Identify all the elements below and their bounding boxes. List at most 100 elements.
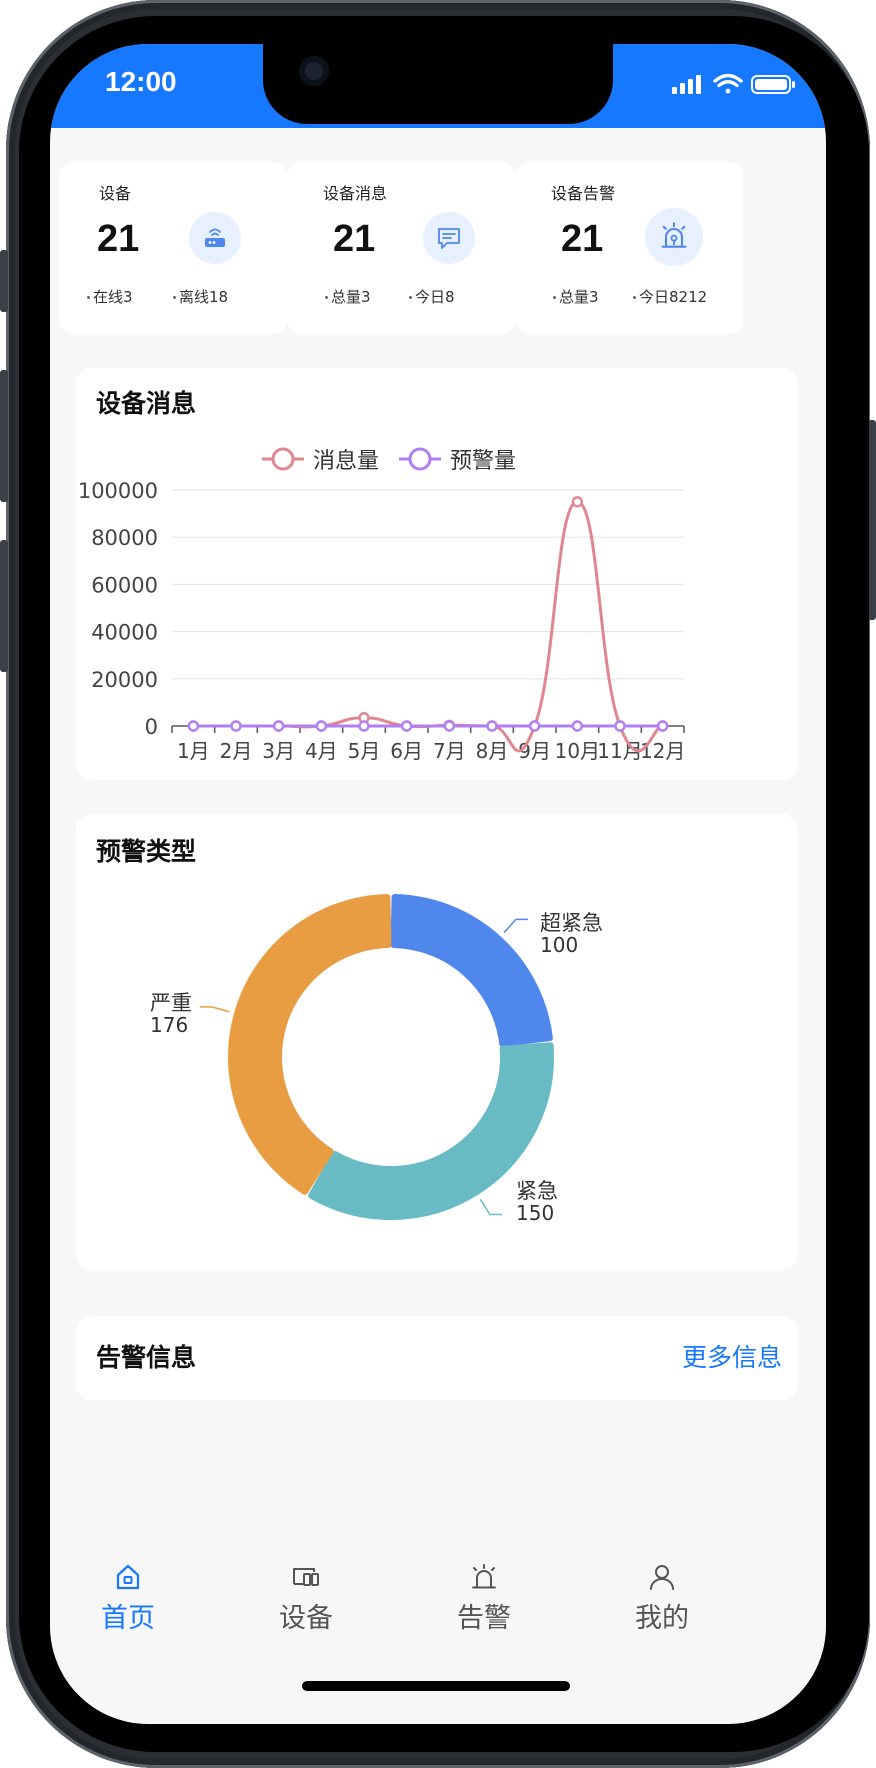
front-camera [299,56,329,86]
wifi-icon [713,73,743,94]
legend-marker [271,447,295,471]
y-tick-label: 40000 [91,621,158,645]
data-point [315,720,328,732]
alarm-light-icon [661,222,687,248]
status-icons [672,73,795,94]
stat-icon-badge [645,208,703,266]
x-tick-label: 9月 [518,739,551,763]
pie-slice [390,894,553,1047]
slice-value: 176 [150,1013,188,1037]
x-tick-label: 5月 [348,739,381,763]
y-tick-label: 100000 [78,479,158,503]
legend-label: 预警量 [450,449,516,474]
stat-sub-left: 总量3 [325,286,371,307]
status-bar: 12:00 [50,44,826,128]
line-chart: 消息量 预警量 0 20000 40000 60000 80000 100000 1月 2月 3月 4… [78,447,685,763]
tab-label: 我的 [635,1603,689,1634]
y-tick-label: 60000 [91,573,158,597]
data-point [230,720,242,732]
x-tick-label: 6月 [390,739,423,763]
device-icon [293,1568,319,1586]
alert-info-panel: 告警信息 更多信息 [76,1316,798,1400]
message-icon [438,228,460,249]
stat-icon-badge [189,212,241,264]
status-time: 12:00 [105,66,177,97]
user-icon [650,1565,674,1590]
legend-label: 消息量 [313,449,379,474]
tab-label: 告警 [457,1603,511,1634]
stat-card-alarms[interactable]: 设备告警 21 总量3 今日8212 [515,162,743,334]
stat-icon-badge [423,212,475,264]
volume-down-button [0,540,8,672]
stat-sub-right: 今日8 [409,286,455,307]
device-messages-panel: 设备消息 消息量 预警量 0 20000 40000 60000 80000 100000 1月… [76,368,798,780]
x-tick-label: 10月 [555,739,600,763]
home-indicator [302,1681,570,1691]
y-tick-label: 80000 [91,526,158,550]
x-tick-label: 1月 [177,739,210,763]
data-point [358,720,370,732]
panel-title: 设备消息 [96,389,197,418]
tab-alarms[interactable]: 告警 [424,1544,544,1635]
stat-title: 设备告警 [551,184,616,203]
series-line [193,500,664,753]
bottom-tab-bar: 首页 设备 告警 我的 [50,1544,826,1664]
action-button [0,250,8,312]
alert-types-panel: 预警类型 超紧急 100 紧急 150 严重 176 [76,814,798,1270]
stat-sub-left: 总量3 [553,286,599,307]
battery-icon [751,75,795,94]
router-icon [205,228,225,247]
more-info-link[interactable]: 更多信息 [681,1343,782,1372]
signal-icon [672,75,701,94]
slice-label: 紧急 [516,1179,558,1203]
alarm-light-icon [472,1564,496,1589]
stat-card-devices[interactable]: 设备 21 在线3 离线18 [59,162,287,334]
data-point [272,720,285,732]
pie-slice [228,894,392,1195]
legend-marker [408,447,432,471]
panel-title: 告警信息 [96,1343,197,1372]
stat-sub-left: 在线3 [87,286,133,307]
tab-label: 设备 [279,1603,333,1634]
panel-title: 预警类型 [96,837,197,866]
data-point [656,720,669,732]
home-icon [116,1564,140,1590]
tab-devices[interactable]: 设备 [246,1544,366,1635]
stat-sub-right: 离线18 [173,286,228,307]
tab-profile[interactable]: 我的 [602,1544,722,1635]
stat-title: 设备 [99,184,132,203]
data-point [187,720,200,732]
data-point [400,720,413,732]
y-tick-label: 0 [145,715,158,739]
x-tick-label: 2月 [220,739,253,763]
x-tick-label: 12月 [640,739,685,763]
y-tick-label: 20000 [91,668,158,692]
leader-line [503,918,529,934]
volume-up-button [0,370,8,502]
x-tick-label: 3月 [262,739,295,763]
stat-count: 21 [333,218,376,260]
stat-card-messages[interactable]: 设备消息 21 总量3 今日8 [287,162,515,334]
dynamic-island [263,44,613,124]
stat-sub-right: 今日8212 [633,286,707,307]
tab-home[interactable]: 首页 [68,1544,188,1635]
slice-value: 100 [540,933,578,957]
x-tick-label: 7月 [433,739,466,763]
slice-value: 150 [516,1201,554,1225]
data-point [486,720,498,732]
leader-line [199,1006,230,1013]
power-button [868,420,876,620]
x-tick-label: 8月 [476,739,509,763]
data-point [571,720,584,732]
data-point [528,720,541,732]
app-screen: 12:00 设备 21 [50,44,826,1724]
tab-label: 首页 [101,1603,155,1634]
stat-title: 设备消息 [323,184,388,203]
data-point [571,496,584,508]
slice-label: 超紧急 [540,911,603,935]
slice-label: 严重 [150,991,192,1015]
stat-count: 21 [97,218,140,260]
pie-slice [308,1042,554,1220]
leader-line [479,1198,502,1216]
